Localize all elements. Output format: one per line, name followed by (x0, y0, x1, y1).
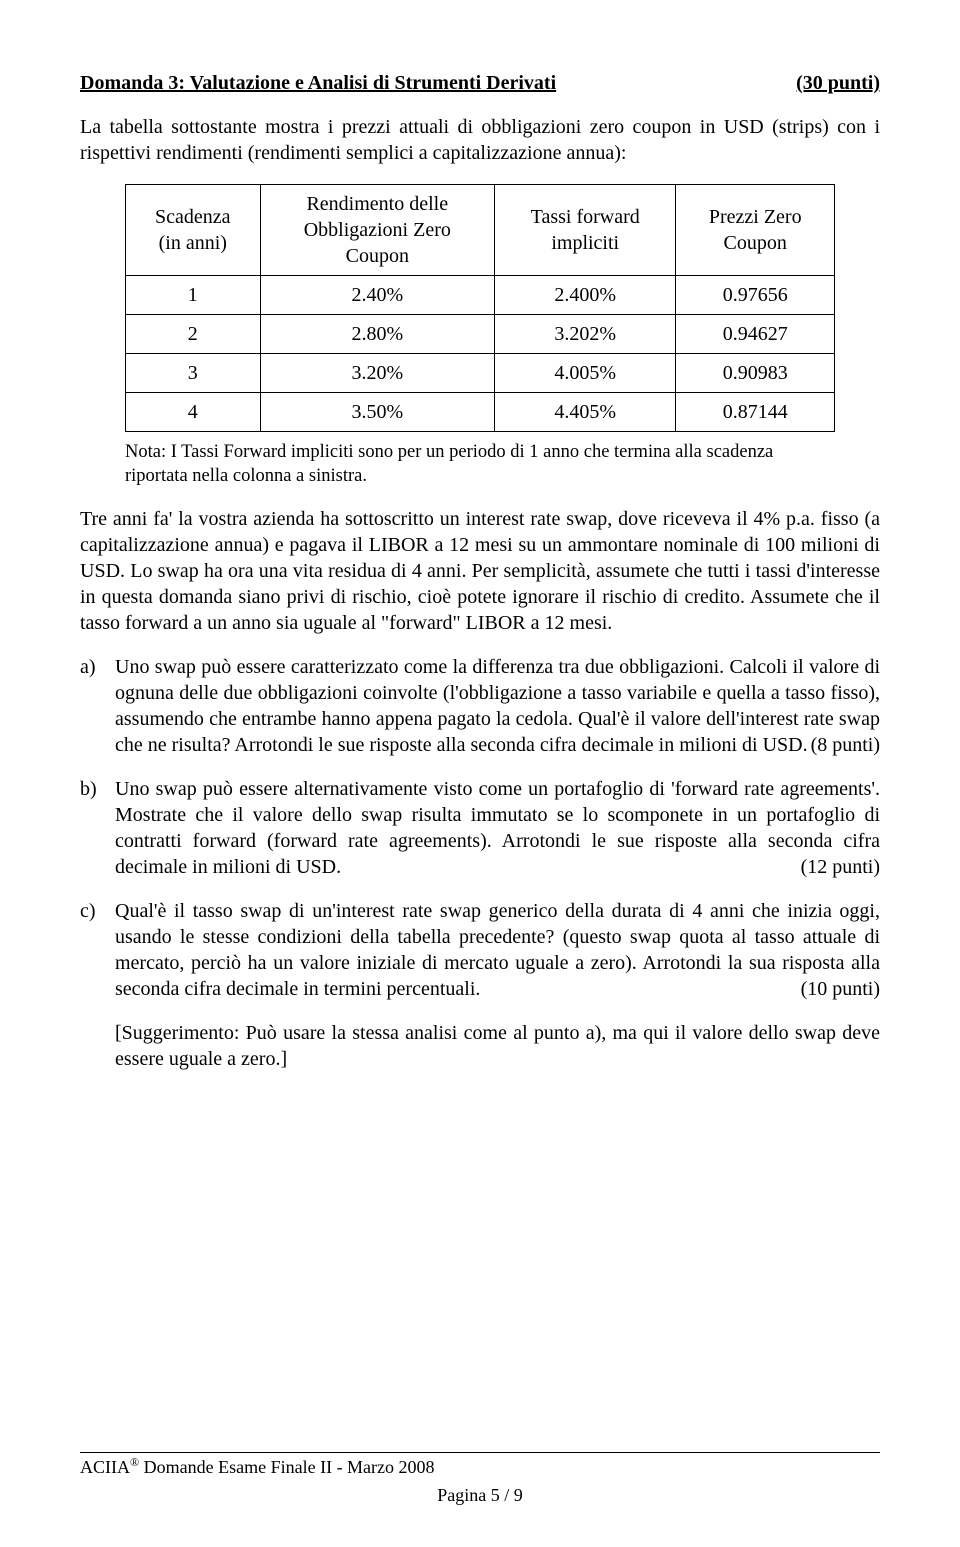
sub-letter-b: b) (80, 776, 115, 880)
sub-text-a: Uno swap può essere caratterizzato come … (115, 656, 880, 756)
th-price: Prezzi Zero Coupon (676, 185, 835, 276)
cell: 2.80% (260, 315, 494, 354)
footer-org: ACIIA (80, 1457, 130, 1477)
cell: 3.202% (495, 315, 676, 354)
cell: 4.005% (495, 354, 676, 393)
table-row: 2 2.80% 3.202% 0.94627 (126, 315, 835, 354)
cell: 0.97656 (676, 276, 835, 315)
table-row: 4 3.50% 4.405% 0.87144 (126, 393, 835, 432)
context-paragraph: Tre anni fa' la vostra azienda ha sottos… (80, 506, 880, 636)
intro-paragraph: La tabella sottostante mostra i prezzi a… (80, 114, 880, 166)
table-note: Nota: I Tassi Forward impliciti sono per… (125, 440, 835, 488)
sub-text-b: Uno swap può essere alternativamente vis… (115, 778, 880, 878)
sub-content-c: Qual'è il tasso swap di un'interest rate… (115, 898, 880, 1002)
sub-content-a: Uno swap può essere caratterizzato come … (115, 654, 880, 758)
sub-question-c: c) Qual'è il tasso swap di un'interest r… (80, 898, 880, 1002)
cell: 2 (126, 315, 261, 354)
page-footer: ACIIA® Domande Esame Finale II - Marzo 2… (80, 1452, 880, 1507)
suggestion-note: [Suggerimento: Può usare la stessa anali… (115, 1020, 880, 1072)
cell: 4 (126, 393, 261, 432)
cell: 2.400% (495, 276, 676, 315)
cell: 2.40% (260, 276, 494, 315)
table-header-row: Scadenza (in anni) Rendimento delle Obbl… (126, 185, 835, 276)
cell: 4.405% (495, 393, 676, 432)
sub-content-b: Uno swap può essere alternativamente vis… (115, 776, 880, 880)
cell: 0.90983 (676, 354, 835, 393)
sub-points-a: (8 punti) (811, 732, 880, 758)
cell: 3.50% (260, 393, 494, 432)
sub-question-a: a) Uno swap può essere caratterizzato co… (80, 654, 880, 758)
th-yield: Rendimento delle Obbligazioni Zero Coupo… (260, 185, 494, 276)
sub-text-c: Qual'è il tasso swap di un'interest rate… (115, 900, 880, 1000)
sub-letter-a: a) (80, 654, 115, 758)
rates-table: Scadenza (in anni) Rendimento delle Obbl… (125, 184, 835, 432)
table-row: 1 2.40% 2.400% 0.97656 (126, 276, 835, 315)
question-title: Domanda 3: Valutazione e Analisi di Stru… (80, 70, 556, 96)
footer-exam: Domande Esame Finale II - Marzo 2008 (139, 1457, 434, 1477)
sub-points-c: (10 punti) (801, 976, 880, 1002)
th-maturity: Scadenza (in anni) (126, 185, 261, 276)
sub-letter-c: c) (80, 898, 115, 1002)
cell: 1 (126, 276, 261, 315)
sub-question-b: b) Uno swap può essere alternativamente … (80, 776, 880, 880)
question-header: Domanda 3: Valutazione e Analisi di Stru… (80, 70, 880, 96)
footer-page-number: Pagina 5 / 9 (80, 1484, 880, 1507)
footer-line1: ACIIA® Domande Esame Finale II - Marzo 2… (80, 1455, 880, 1479)
cell: 0.94627 (676, 315, 835, 354)
registered-icon: ® (130, 1455, 139, 1469)
table-row: 3 3.20% 4.005% 0.90983 (126, 354, 835, 393)
cell: 0.87144 (676, 393, 835, 432)
sub-points-b: (12 punti) (801, 854, 880, 880)
cell: 3.20% (260, 354, 494, 393)
question-points: (30 punti) (796, 70, 880, 96)
th-forward: Tassi forward impliciti (495, 185, 676, 276)
cell: 3 (126, 354, 261, 393)
